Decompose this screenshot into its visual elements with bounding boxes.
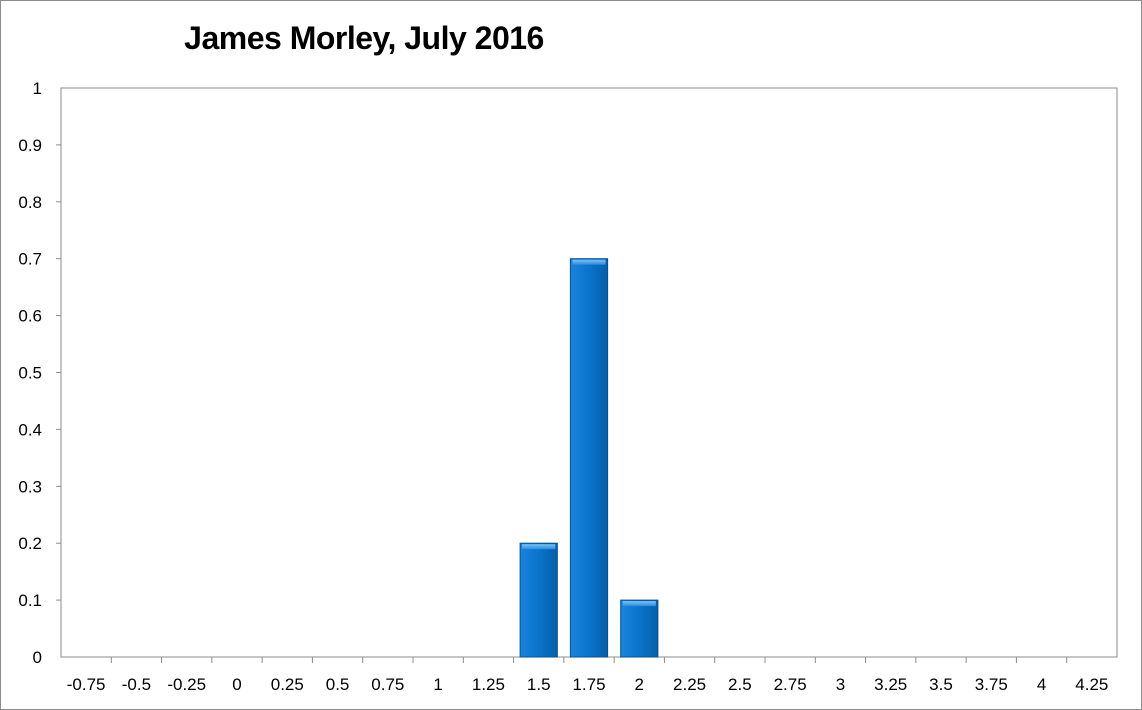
y-tick-label: 0.8 <box>18 193 42 212</box>
x-tick-label: 2.5 <box>728 675 752 694</box>
bar-highlight <box>622 601 656 607</box>
y-axis: 0 0.1 0.2 0.3 0.4 0.5 0.6 0.7 0.8 0.9 1 <box>18 79 61 667</box>
bar-body <box>620 599 659 658</box>
bar <box>569 258 609 658</box>
y-tick-label: 0.5 <box>18 364 42 383</box>
x-tick-label: -0.25 <box>167 675 206 694</box>
x-axis: -0.75 -0.5 -0.25 0 0.25 0.5 0.75 1 1.25 1.5 1.75 2 2… <box>67 657 1108 694</box>
y-tick-label: 0.3 <box>18 477 42 496</box>
bar <box>620 599 659 658</box>
bar-body <box>519 542 558 658</box>
y-tick-label: 0.1 <box>18 591 42 610</box>
chart-title-text: James Morley, July 2016 <box>184 20 544 56</box>
y-tick-label: 0.4 <box>18 420 42 439</box>
y-tick-label: 0.2 <box>18 534 42 553</box>
y-tick-label: 0.6 <box>18 307 42 326</box>
bar-highlight <box>522 544 556 550</box>
x-tick-label: -0.75 <box>67 675 106 694</box>
chart-title: James Morley, July 2016 <box>60 20 1110 57</box>
x-tick-label: 1.5 <box>527 675 551 694</box>
bars <box>519 258 659 658</box>
x-tick-label: 0.75 <box>371 675 404 694</box>
x-tick-label: 3.5 <box>929 675 953 694</box>
y-tick-label: 0.9 <box>18 136 42 155</box>
bar <box>519 542 558 658</box>
x-tick-label: 2 <box>635 675 644 694</box>
x-tick-label: 0.5 <box>326 675 350 694</box>
x-tick-label: 3.25 <box>874 675 907 694</box>
x-tick-label: 4.25 <box>1075 675 1108 694</box>
x-tick-label: 3.75 <box>975 675 1008 694</box>
x-tick-label: 0 <box>232 675 241 694</box>
x-tick-label: 2.25 <box>673 675 706 694</box>
y-tick-label: 0 <box>33 648 42 667</box>
x-tick-label: 4 <box>1037 675 1046 694</box>
bar-highlight <box>572 259 606 265</box>
x-tick-label: 1.75 <box>572 675 605 694</box>
bar-body <box>569 258 609 658</box>
x-tick-label: 0.25 <box>271 675 304 694</box>
x-tick-label: 1 <box>433 675 442 694</box>
y-tick-label: 1 <box>33 79 42 98</box>
x-tick-label: 3 <box>836 675 845 694</box>
x-tick-label: -0.5 <box>122 675 151 694</box>
y-tick-label: 0.7 <box>18 250 42 269</box>
x-tick-label: 1.25 <box>472 675 505 694</box>
x-tick-label: 2.75 <box>774 675 807 694</box>
